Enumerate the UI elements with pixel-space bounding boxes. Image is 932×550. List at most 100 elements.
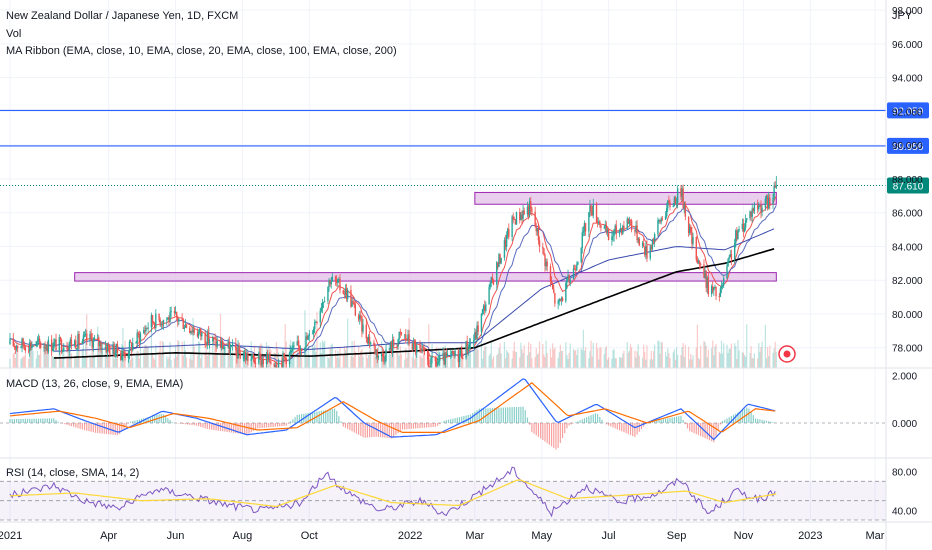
support-resistance-zones[interactable] xyxy=(74,191,777,282)
candle xyxy=(311,330,314,335)
volume-bar xyxy=(36,350,39,368)
macd-histogram-bar xyxy=(53,418,55,423)
candle xyxy=(405,329,407,344)
volume-bar xyxy=(453,351,455,368)
candle xyxy=(197,329,200,339)
candle xyxy=(520,211,522,221)
macd-histogram-bar xyxy=(33,418,35,423)
volume-bar xyxy=(22,356,24,368)
candle xyxy=(128,339,131,360)
volume-bar xyxy=(339,348,341,368)
candle xyxy=(122,346,124,362)
candle xyxy=(112,341,114,354)
volume-bar xyxy=(719,353,722,368)
volume-bar xyxy=(515,352,518,368)
volume-bar xyxy=(191,359,193,368)
candle xyxy=(206,329,209,350)
zone-rectangle[interactable] xyxy=(474,191,777,205)
volume-bar xyxy=(661,342,663,368)
macd-histogram-bar xyxy=(511,407,513,423)
candle xyxy=(115,343,118,357)
candle xyxy=(527,204,530,220)
macd-histogram-bar xyxy=(700,422,702,437)
volume-bar xyxy=(636,351,638,368)
volume-bar xyxy=(93,356,96,368)
candle xyxy=(489,281,491,290)
volume-bar xyxy=(654,344,656,368)
volume-bar xyxy=(169,342,171,368)
candle xyxy=(669,199,671,211)
volume-bar xyxy=(185,357,188,368)
candle xyxy=(127,350,130,363)
candle xyxy=(228,336,230,355)
volume-bar xyxy=(397,353,399,368)
macd-histogram-bar xyxy=(404,422,406,430)
volume-bar xyxy=(765,358,768,368)
candle xyxy=(139,331,142,344)
macd-histogram-bar xyxy=(386,422,388,438)
macd-histogram-bar xyxy=(408,422,410,430)
candle xyxy=(398,331,400,343)
volume-bar xyxy=(205,341,207,368)
candle xyxy=(161,320,164,328)
volume-bar xyxy=(405,348,407,368)
volume-bar xyxy=(60,359,63,368)
volume-bar xyxy=(368,350,371,368)
macd-histogram-bar xyxy=(559,422,561,443)
candle xyxy=(406,338,408,342)
volume-bar xyxy=(529,352,531,368)
volume-bar xyxy=(544,357,546,368)
candle xyxy=(304,347,306,356)
macd-histogram-bar xyxy=(430,422,432,428)
macd-histogram-bar xyxy=(333,408,336,423)
zone-rectangle[interactable] xyxy=(74,272,777,282)
candle xyxy=(672,202,674,208)
candle xyxy=(546,258,548,272)
candle xyxy=(582,226,585,237)
volume-bar xyxy=(343,346,345,368)
macd-histogram-bar xyxy=(711,422,713,442)
volume-bar xyxy=(561,351,564,368)
volume-bar xyxy=(297,350,299,368)
macd-histogram-bar xyxy=(697,422,700,436)
candle xyxy=(538,236,541,253)
macd-histogram-bar xyxy=(171,421,173,423)
candle xyxy=(488,284,490,305)
macd-histogram-bar xyxy=(368,422,371,438)
candle xyxy=(521,210,523,224)
volume-bar xyxy=(496,355,498,368)
volume-bar xyxy=(560,350,563,368)
candle xyxy=(637,236,639,244)
volume-bar xyxy=(190,353,192,368)
candlesticks xyxy=(9,175,778,368)
macd-histogram-bar xyxy=(768,421,770,423)
horizontal-levels[interactable]: 92.059 89.956 87.610 xyxy=(0,102,929,194)
price-tick-label: 98.000 xyxy=(892,6,923,17)
candle xyxy=(230,345,233,348)
volume-bar xyxy=(651,359,654,368)
candle xyxy=(89,330,91,347)
candle xyxy=(741,218,744,232)
macd-histogram-bar xyxy=(99,422,101,434)
volume-bar xyxy=(627,352,629,368)
alert-icon[interactable] xyxy=(778,345,796,363)
candle xyxy=(269,351,271,363)
candle xyxy=(77,330,79,352)
candle xyxy=(242,350,245,362)
candle xyxy=(284,356,286,361)
macd-histogram-bar xyxy=(90,422,92,432)
candle xyxy=(99,341,101,350)
candle xyxy=(605,221,608,235)
macd-histogram-bar xyxy=(476,410,478,423)
candle xyxy=(437,355,440,365)
candle xyxy=(627,217,630,225)
macd-histogram-bar xyxy=(522,406,524,423)
candle xyxy=(365,319,368,343)
macd-histogram-bar xyxy=(513,407,515,423)
volume-bar xyxy=(393,344,395,368)
volume-bar xyxy=(492,356,495,368)
macd-histogram-bar xyxy=(458,417,461,423)
candle xyxy=(443,348,445,365)
volume-bar xyxy=(422,349,424,368)
